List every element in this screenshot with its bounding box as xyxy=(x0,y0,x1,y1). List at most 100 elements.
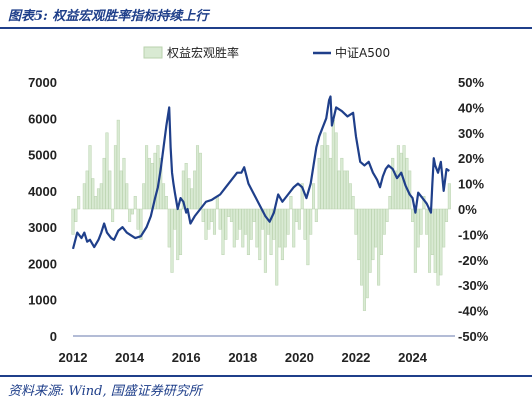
bar xyxy=(312,183,316,210)
bar xyxy=(283,208,287,248)
bar xyxy=(167,208,171,248)
bar xyxy=(348,183,352,210)
bar xyxy=(244,208,248,235)
left-axis-ticks: 0 1000 2000 3000 4000 5000 6000 7000 xyxy=(28,75,57,344)
bar xyxy=(122,157,126,210)
right-tick-label: -30% xyxy=(458,278,489,293)
left-tick-label: 7000 xyxy=(28,75,57,90)
bar xyxy=(317,157,321,210)
right-tick-label: 30% xyxy=(458,126,484,141)
bar xyxy=(430,208,434,255)
bar xyxy=(198,152,202,210)
right-tick-label: 40% xyxy=(458,100,484,115)
bar xyxy=(128,208,132,222)
bar xyxy=(108,170,112,210)
bar xyxy=(99,183,103,210)
bar xyxy=(249,208,253,240)
x-tick-label: 2012 xyxy=(59,350,88,365)
bar xyxy=(345,170,350,210)
right-tick-label: 50% xyxy=(458,75,484,90)
bar xyxy=(399,152,403,210)
bar xyxy=(227,208,231,217)
x-tick-label: 2024 xyxy=(398,350,428,365)
bar xyxy=(235,208,239,240)
bar xyxy=(91,178,95,210)
bar xyxy=(113,145,117,210)
bar xyxy=(263,208,267,273)
bar xyxy=(444,208,449,222)
bar xyxy=(207,208,211,230)
right-tick-label: 0% xyxy=(458,202,477,217)
bar xyxy=(391,157,395,210)
bar xyxy=(411,208,415,222)
bar-series xyxy=(71,119,451,311)
bar xyxy=(195,145,200,210)
bar xyxy=(181,170,185,210)
bar xyxy=(164,196,168,210)
bar xyxy=(258,208,262,261)
bar xyxy=(374,208,378,248)
x-tick-label: 2014 xyxy=(115,350,145,365)
bar xyxy=(190,188,194,210)
bar xyxy=(337,170,341,210)
bar xyxy=(368,208,372,273)
legend-swatch-bars xyxy=(143,46,163,59)
bar xyxy=(212,208,217,235)
x-tick-label: 2018 xyxy=(228,350,257,365)
legend-label-line: 中证A500 xyxy=(335,45,390,60)
bar xyxy=(394,170,398,210)
left-tick-label: 0 xyxy=(50,329,57,344)
bar xyxy=(119,170,123,210)
bar xyxy=(371,208,375,261)
bar xyxy=(354,208,358,235)
bar xyxy=(232,208,236,248)
bar xyxy=(297,208,301,230)
bar xyxy=(286,208,290,235)
bar xyxy=(436,208,440,286)
bar xyxy=(433,208,437,273)
left-tick-label: 4000 xyxy=(28,184,57,199)
bar xyxy=(252,208,256,222)
bottom-rule xyxy=(0,375,532,377)
bar xyxy=(275,208,279,286)
bar xyxy=(241,208,245,248)
bar xyxy=(94,196,98,210)
bar xyxy=(306,208,310,266)
bar xyxy=(221,208,225,255)
bar xyxy=(442,208,446,248)
bar xyxy=(116,119,120,210)
line-series xyxy=(71,95,450,250)
right-tick-label: 20% xyxy=(458,151,484,166)
bar xyxy=(278,208,282,248)
bar xyxy=(357,208,361,261)
bar xyxy=(334,132,338,210)
bar xyxy=(142,183,146,210)
bar xyxy=(96,188,100,210)
bar xyxy=(162,183,166,210)
bar xyxy=(111,208,115,222)
bar xyxy=(351,196,355,210)
right-tick-label: -20% xyxy=(458,253,489,268)
bar xyxy=(385,208,389,222)
bar xyxy=(255,208,259,248)
bar xyxy=(408,170,412,210)
bar xyxy=(136,208,140,230)
legend-label-bars: 权益宏观胜率 xyxy=(167,45,239,60)
bar xyxy=(147,157,151,210)
bar xyxy=(173,208,177,230)
bar xyxy=(170,208,174,273)
bar xyxy=(309,208,313,235)
bar xyxy=(125,183,129,210)
bar xyxy=(204,208,208,240)
bar xyxy=(82,183,86,210)
bar xyxy=(187,178,191,210)
bar xyxy=(238,208,242,230)
top-rule xyxy=(0,27,532,29)
bar xyxy=(323,132,327,210)
bar xyxy=(77,196,81,210)
right-tick-label: -10% xyxy=(458,227,489,242)
bar xyxy=(102,157,106,210)
bar xyxy=(419,208,423,235)
right-tick-label: -50% xyxy=(458,329,489,344)
